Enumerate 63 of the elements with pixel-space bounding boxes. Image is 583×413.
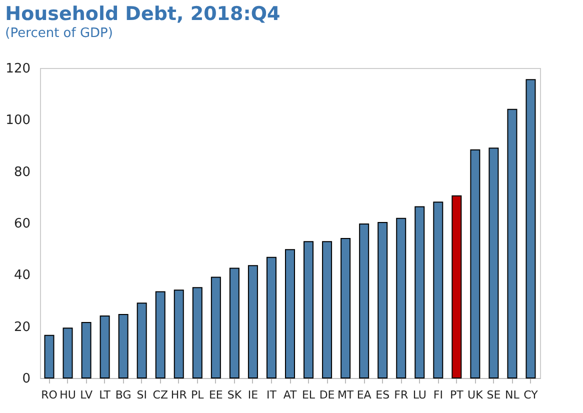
x-tick-label: FI <box>433 388 443 402</box>
x-tick-label: MT <box>337 388 354 402</box>
bar <box>174 290 184 378</box>
y-tick-label: 40 <box>14 268 30 284</box>
bar <box>340 238 351 378</box>
bar <box>155 291 166 378</box>
x-tick-label: DE <box>319 388 335 402</box>
bar <box>229 268 240 378</box>
bar <box>359 224 370 378</box>
x-tick-label: IE <box>248 388 258 402</box>
x-tick-label: AT <box>283 388 297 402</box>
y-tick-label: 80 <box>14 164 30 180</box>
x-tick-label: ES <box>376 388 390 402</box>
x-tick-label: SE <box>486 388 501 402</box>
x-tick-label: IT <box>266 388 277 402</box>
x-tick-label: NL <box>505 388 520 402</box>
x-tick-label: HU <box>60 388 76 402</box>
bar <box>210 276 221 378</box>
x-tick-label: LU <box>412 388 426 402</box>
x-tick-label: SK <box>227 388 242 402</box>
bar <box>470 149 480 378</box>
y-tick-label: 0 <box>22 372 30 386</box>
bar <box>285 249 295 378</box>
x-tick-label: SI <box>136 388 147 402</box>
bar <box>136 302 147 378</box>
x-tick-label: EL <box>302 388 316 402</box>
chart-title: Household Debt, 2018:Q4 <box>5 3 280 25</box>
bar <box>266 256 276 378</box>
bar <box>396 218 406 378</box>
bar <box>414 206 425 378</box>
x-tick-label: UK <box>468 388 484 402</box>
bar <box>62 328 73 378</box>
x-tick-label: PT <box>450 388 464 402</box>
x-tick-label: HR <box>170 388 188 402</box>
bar <box>192 287 202 378</box>
x-tick-label: CZ <box>152 388 168 402</box>
bar <box>304 241 314 378</box>
y-tick-label: 120 <box>6 62 30 76</box>
bar <box>322 241 332 378</box>
bar <box>81 322 92 378</box>
x-tick-label: RO <box>41 388 58 402</box>
bar <box>526 79 536 378</box>
bar <box>44 334 54 378</box>
bar <box>452 195 462 378</box>
x-tick-label: BG <box>115 388 132 402</box>
x-tick-label: LV <box>80 388 93 402</box>
bar <box>378 222 388 378</box>
x-tick-label: CY <box>524 388 538 402</box>
x-tick-label: EE <box>208 388 223 402</box>
x-tick-label: FR <box>394 388 408 402</box>
bar <box>100 316 110 378</box>
x-tick-label: LT <box>99 388 111 402</box>
x-tick-label: PL <box>191 388 205 402</box>
x-tick-label: EA <box>356 388 372 402</box>
y-tick-label: 60 <box>14 216 30 232</box>
bar <box>488 148 499 378</box>
bar <box>433 202 444 378</box>
y-tick-label: 20 <box>14 320 30 335</box>
chart-subtitle: (Percent of GDP) <box>5 26 113 41</box>
y-tick-label: 100 <box>6 113 30 128</box>
bar <box>118 314 128 378</box>
bar <box>507 108 518 378</box>
bar <box>248 265 258 378</box>
